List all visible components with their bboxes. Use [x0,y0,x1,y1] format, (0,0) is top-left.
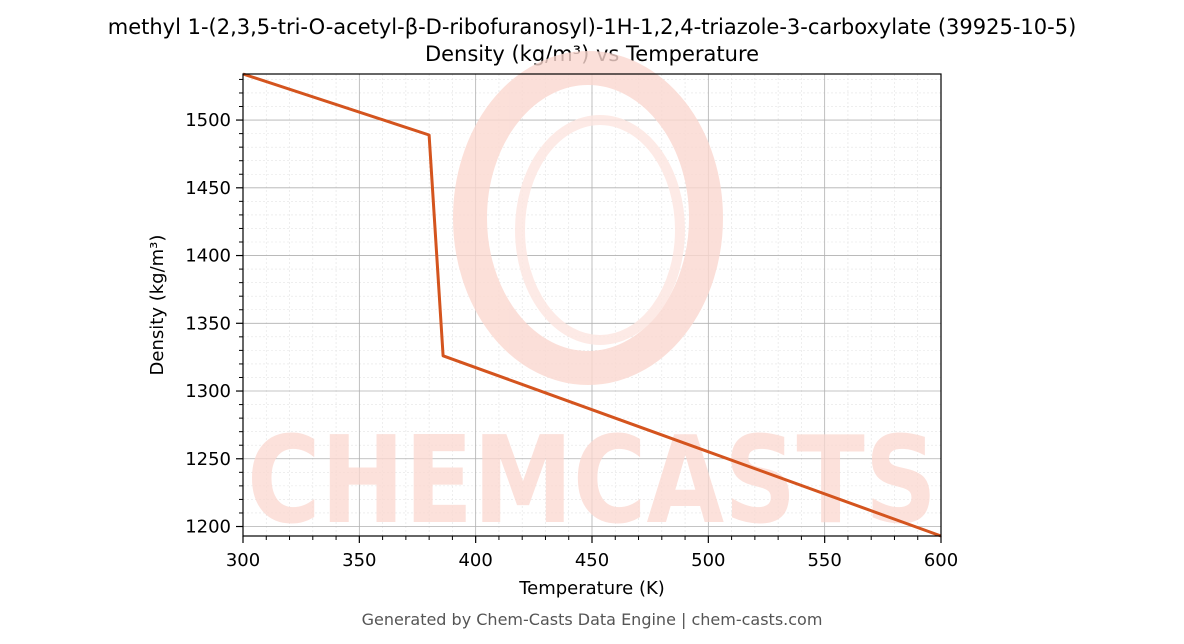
watermark-logo-icon [453,51,723,385]
x-tick-label: 400 [458,550,492,571]
x-tick-label: 300 [226,550,260,571]
x-tick-label: 600 [924,550,958,571]
x-tick-label: 450 [575,550,609,571]
x-axis-label: Temperature (K) [518,578,665,599]
axis-ticks: 300 350 400 450 500 550 600 1200 1250 1300 1350 140… [185,78,958,571]
watermark: CHEMCASTS [247,51,937,551]
y-tick-label: 1400 [185,246,231,267]
footer-credit: Generated by Chem-Casts Data Engine | ch… [362,610,823,629]
x-tick-label: 500 [691,550,725,571]
y-tick-label: 1250 [185,449,231,470]
y-tick-label: 1350 [185,313,231,334]
y-axis-label: Density (kg/m³) [147,235,168,376]
plot-area: CHEMCASTS 300 350 400 450 500 550 600 1200 1250 1… [185,51,958,571]
x-tick-label: 350 [342,550,376,571]
density-series-line [242,72,942,538]
y-tick-label: 1500 [185,110,231,131]
watermark-text: CHEMCASTS [247,412,937,551]
y-tick-label: 1200 [185,517,231,538]
x-tick-label: 550 [807,550,841,571]
y-tick-label: 1450 [185,178,231,199]
chart-title: methyl 1-(2,3,5-tri-O-acetyl-β-D-ribofur… [108,15,1077,39]
series-layer [242,72,942,538]
y-tick-label: 1300 [185,381,231,402]
